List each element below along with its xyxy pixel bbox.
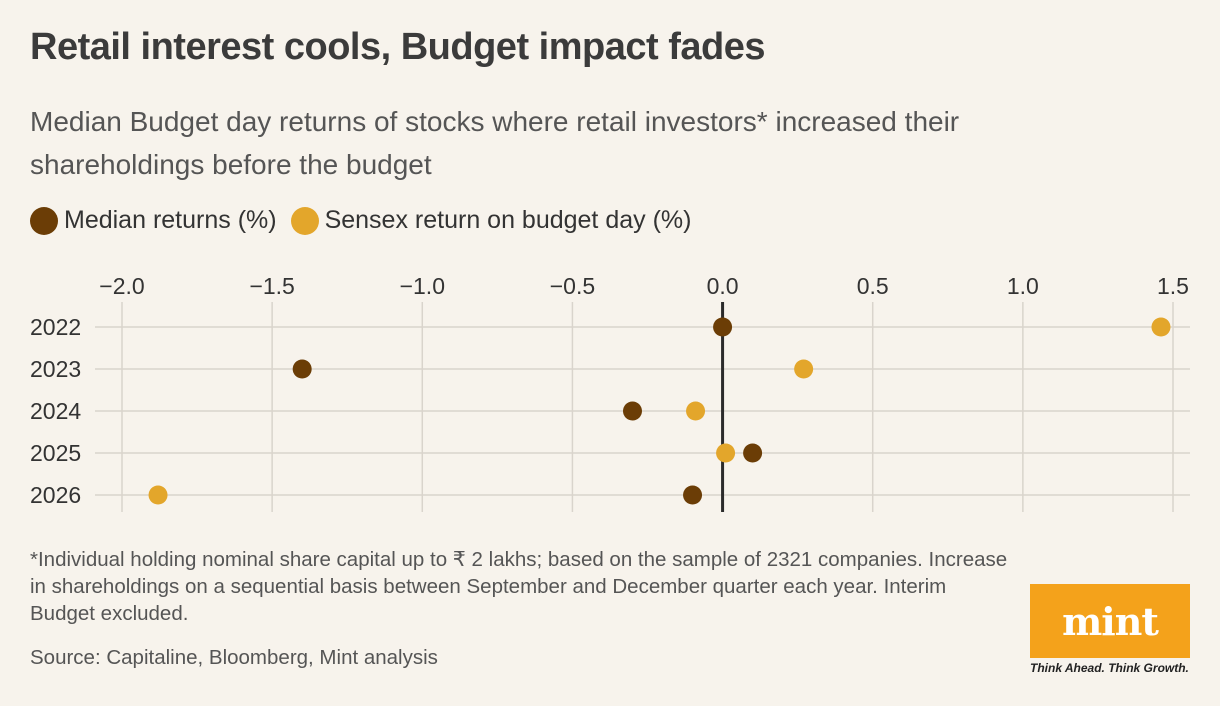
- median-return-point: [713, 317, 733, 337]
- y-category-label: 2026: [30, 482, 81, 508]
- legend: Median returns (%) Sensex return on budg…: [30, 206, 705, 235]
- y-category-label: 2025: [30, 440, 81, 466]
- x-tick-label: 0.5: [857, 273, 889, 299]
- sensex-return-point: [794, 359, 814, 379]
- median-return-point: [292, 359, 312, 379]
- x-tick-label: −0.5: [550, 273, 595, 299]
- sensex-return-point: [148, 485, 168, 505]
- sensex-return-point: [716, 443, 736, 463]
- y-category-label: 2023: [30, 356, 81, 382]
- x-tick-label: −2.0: [99, 273, 144, 299]
- sensex-return-point: [1151, 317, 1171, 337]
- x-tick-label: −1.0: [400, 273, 445, 299]
- logo-text: mint: [1062, 598, 1159, 644]
- chart-title: Retail interest cools, Budget impact fad…: [30, 26, 765, 68]
- source-note: Source: Capitaline, Bloomberg, Mint anal…: [30, 646, 438, 669]
- chart-subtitle: Median Budget day returns of stocks wher…: [30, 106, 960, 180]
- x-tick-label: 1.5: [1157, 273, 1189, 299]
- legend-swatch-sensex: [290, 206, 319, 235]
- logo-tagline: Think Ahead. Think Growth.: [1030, 661, 1189, 675]
- y-category-label: 2024: [30, 398, 81, 424]
- dot-plot: −2.0 −1.5 −1.0 −0.5 0.0 0.5 1.0 1.5 2022 2023 2024…: [30, 273, 1190, 512]
- y-category-label: 2022: [30, 314, 81, 340]
- median-return-point: [743, 443, 763, 463]
- legend-item-median: Median returns (%): [30, 206, 277, 235]
- x-tick-label: −1.5: [249, 273, 294, 299]
- sensex-return-point: [686, 401, 706, 421]
- legend-label-sensex: Sensex return on budget day (%): [324, 206, 692, 234]
- mint-logo: mint: [1030, 584, 1190, 658]
- median-return-point: [683, 485, 703, 505]
- x-tick-label: 0.0: [707, 273, 739, 299]
- legend-label-median: Median returns (%): [64, 206, 277, 234]
- legend-item-sensex: Sensex return on budget day (%): [290, 206, 692, 235]
- footnote: *Individual holding nominal share capita…: [30, 548, 1008, 625]
- legend-swatch-median: [30, 206, 58, 235]
- median-return-point: [622, 401, 642, 421]
- x-tick-label: 1.0: [1007, 273, 1039, 299]
